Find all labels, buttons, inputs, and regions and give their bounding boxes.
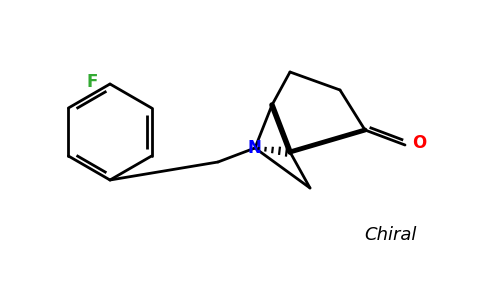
Text: N: N [247, 139, 261, 157]
Text: O: O [412, 134, 426, 152]
Text: Chiral: Chiral [364, 226, 416, 244]
Text: F: F [86, 73, 98, 91]
